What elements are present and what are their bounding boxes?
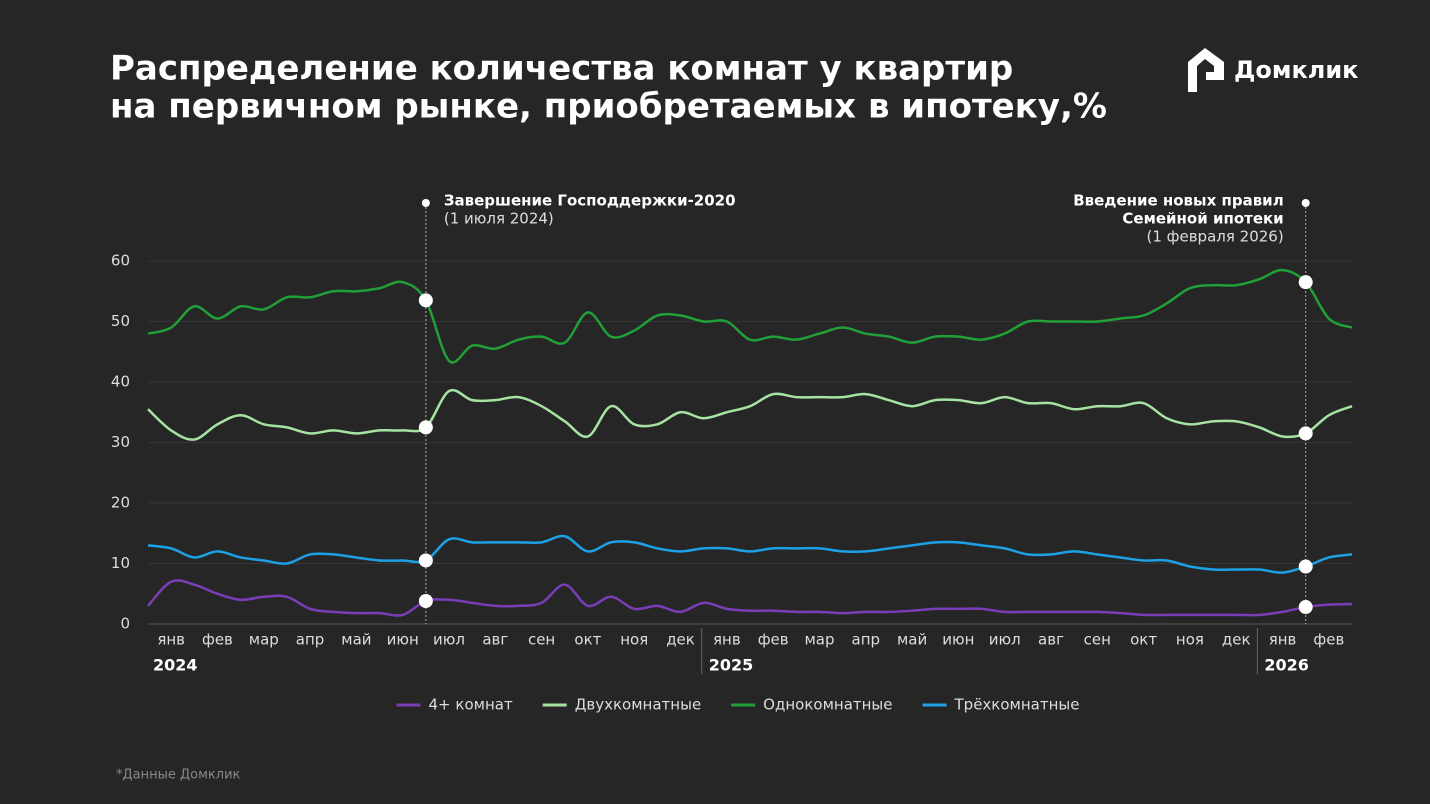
annotation-title: Завершение Господдержки-2020 [444, 192, 736, 210]
y-tick-label: 20 [111, 494, 130, 512]
year-label: 2024 [153, 656, 198, 675]
series-line [147, 579, 1353, 617]
y-tick-label: 0 [120, 615, 130, 633]
x-tick-label: янв [1269, 631, 1297, 649]
x-tick-label: сен [1084, 631, 1111, 649]
legend-label: Двухкомнатные [575, 696, 701, 714]
x-tick-label: ноя [1176, 631, 1204, 649]
marker-dot [1298, 600, 1313, 615]
x-tick-label: мар [249, 631, 279, 649]
x-tick-label: окт [1130, 631, 1157, 649]
x-tick-label: май [897, 631, 927, 649]
x-tick-label: авг [1038, 631, 1064, 649]
x-tick-label: дек [1222, 631, 1251, 649]
legend-label: 4+ комнат [429, 696, 513, 714]
marker-dot [1298, 559, 1313, 574]
annotation-dot [1301, 199, 1310, 207]
y-tick-label: 30 [111, 433, 130, 451]
brand: Домклик [1234, 56, 1358, 84]
series-line [147, 268, 1353, 364]
y-tick-label: 10 [111, 554, 130, 572]
annotation-date: (1 февраля 2026) [1147, 228, 1284, 246]
x-tick-label: апр [852, 631, 881, 649]
x-tick-label: апр [296, 631, 325, 649]
legend: 4+ комнат Двухкомнатные Однокомнатные Трёхк… [396, 696, 1080, 714]
footnote: *Данные Домклик [116, 768, 241, 783]
x-tick-label: мар [804, 631, 834, 649]
x-tick-label: дек [666, 631, 695, 649]
y-tick-label: 60 [111, 252, 130, 270]
marker-dot [418, 594, 433, 609]
annotation-date: (1 июля 2024) [444, 210, 554, 228]
x-tick-label: окт [574, 631, 601, 649]
marker-dot [418, 293, 433, 308]
annotation-title: Семейной ипотеки [1122, 210, 1283, 228]
y-tick-label: 40 [111, 373, 130, 391]
x-tick-label: июл [989, 631, 1021, 649]
x-tick-label: янв [157, 631, 185, 649]
series-line [147, 388, 1353, 441]
x-tick-label: фев [1313, 631, 1344, 649]
marker-dot [418, 420, 433, 435]
legend-label: Однокомнатные [763, 696, 892, 714]
annotation-title: Введение новых правил [1073, 192, 1284, 210]
legend-label: Трёхкомнатные [954, 696, 1080, 714]
chart-title: Распределение количества комнат у кварти… [110, 49, 1013, 89]
x-tick-label: ноя [620, 631, 648, 649]
marker-dot [1298, 275, 1313, 290]
year-label: 2026 [1264, 656, 1309, 675]
x-tick-label: май [341, 631, 371, 649]
x-tick-label: янв [713, 631, 741, 649]
marker-dot [418, 553, 433, 568]
x-tick-label: июл [433, 631, 465, 649]
marker-dot [1298, 426, 1313, 441]
x-tick-label: авг [482, 631, 508, 649]
annotation-dot [421, 199, 430, 207]
logo: Домклик [1188, 48, 1358, 92]
y-tick-label: 50 [111, 312, 130, 330]
chart-title: на первичном рынке, приобретаемых в ипот… [110, 87, 1107, 127]
x-tick-label: сен [528, 631, 555, 649]
x-tick-label: фев [202, 631, 233, 649]
x-tick-label: июн [942, 631, 974, 649]
year-label: 2025 [709, 656, 754, 675]
series-line [147, 534, 1353, 574]
x-tick-label: июн [387, 631, 419, 649]
x-tick-label: фев [758, 631, 789, 649]
